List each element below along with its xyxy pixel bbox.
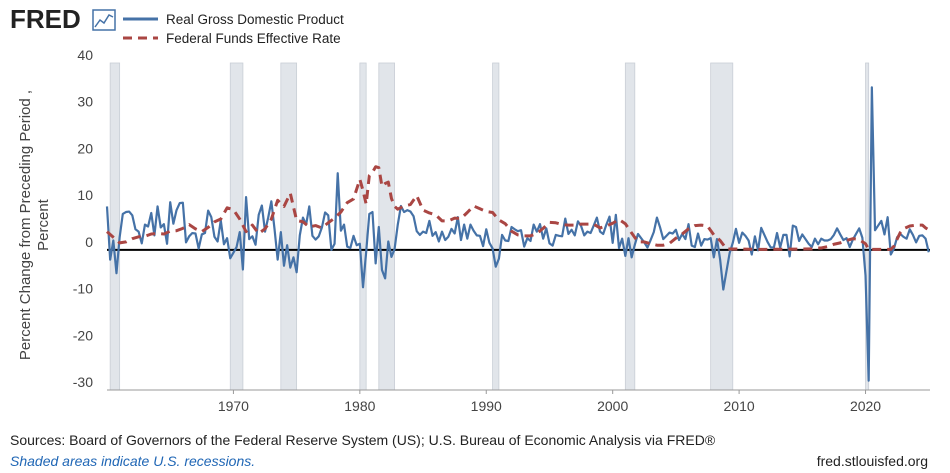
- y-tick-label: -30: [73, 374, 93, 390]
- y-axis-title: Percent: [35, 198, 52, 251]
- legend-label: Real Gross Domestic Product: [166, 12, 344, 27]
- x-tick-label: 1980: [344, 398, 375, 414]
- recession-band: [280, 62, 298, 391]
- x-tick-label: 2000: [597, 398, 628, 414]
- y-tick-label: -10: [73, 281, 93, 297]
- recession-band: [492, 62, 500, 391]
- x-tick-label: 2010: [724, 398, 755, 414]
- recession-band: [378, 62, 396, 391]
- legend-label: Federal Funds Effective Rate: [166, 31, 341, 46]
- y-tick-label: 30: [77, 94, 93, 110]
- recession-note: Shaded areas indicate U.S. recessions.: [10, 453, 255, 469]
- x-tick-label: 1970: [218, 398, 249, 414]
- x-tick-label: 2020: [850, 398, 881, 414]
- y-tick-label: 10: [77, 187, 93, 203]
- series-line: [106, 165, 930, 251]
- logo-icon: [92, 9, 116, 31]
- series-line: [105, 86, 930, 382]
- y-tick-label: -20: [73, 327, 93, 343]
- recession-band: [229, 62, 244, 391]
- recession-band: [359, 62, 367, 391]
- y-tick-label: 40: [77, 47, 93, 63]
- logo: FRED: [10, 4, 81, 34]
- y-axis-title: Percent Change from Preceding Period ,: [17, 90, 34, 360]
- url: fred.stlouisfed.org: [817, 453, 928, 469]
- y-tick-label: 20: [77, 140, 93, 156]
- recession-band: [710, 62, 734, 391]
- recession-band: [109, 62, 121, 391]
- x-tick-label: 1990: [471, 398, 502, 414]
- y-tick-label: 0: [85, 234, 93, 250]
- source: Sources: Board of Governors of the Feder…: [10, 432, 716, 448]
